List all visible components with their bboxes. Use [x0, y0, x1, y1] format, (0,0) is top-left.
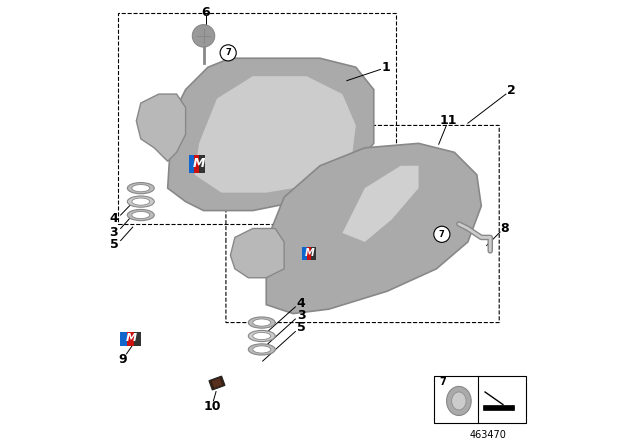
Text: M: M: [193, 157, 205, 170]
Text: 4: 4: [109, 212, 118, 225]
Circle shape: [434, 226, 450, 242]
Text: M: M: [305, 248, 315, 258]
FancyBboxPatch shape: [302, 247, 307, 260]
FancyBboxPatch shape: [311, 247, 316, 260]
Text: 5: 5: [109, 237, 118, 251]
Text: 7: 7: [440, 377, 447, 387]
Ellipse shape: [452, 392, 466, 410]
FancyBboxPatch shape: [435, 376, 526, 423]
Text: 7: 7: [225, 48, 231, 57]
FancyBboxPatch shape: [194, 155, 200, 173]
Ellipse shape: [253, 319, 271, 326]
Polygon shape: [195, 76, 356, 193]
Polygon shape: [212, 380, 217, 388]
FancyBboxPatch shape: [483, 405, 514, 410]
Polygon shape: [266, 143, 481, 314]
Ellipse shape: [127, 182, 154, 194]
FancyBboxPatch shape: [120, 332, 127, 346]
FancyBboxPatch shape: [200, 155, 205, 173]
Circle shape: [193, 25, 215, 47]
Ellipse shape: [447, 386, 471, 416]
Text: 9: 9: [118, 353, 127, 366]
FancyBboxPatch shape: [189, 155, 194, 173]
Text: 1: 1: [382, 60, 390, 74]
Text: 3: 3: [109, 225, 118, 239]
Ellipse shape: [248, 344, 275, 355]
Ellipse shape: [127, 196, 154, 207]
Circle shape: [220, 45, 236, 61]
Text: 7: 7: [439, 230, 445, 239]
Text: 2: 2: [508, 84, 516, 97]
Polygon shape: [136, 94, 186, 161]
Ellipse shape: [132, 198, 150, 205]
Ellipse shape: [132, 211, 150, 219]
FancyBboxPatch shape: [134, 332, 141, 346]
Ellipse shape: [127, 210, 154, 221]
Polygon shape: [168, 58, 374, 211]
Polygon shape: [214, 379, 220, 387]
Text: 8: 8: [500, 222, 509, 235]
Ellipse shape: [253, 332, 271, 340]
Polygon shape: [217, 378, 222, 386]
Text: 3: 3: [297, 309, 305, 323]
Ellipse shape: [132, 185, 150, 192]
FancyBboxPatch shape: [307, 247, 311, 260]
Ellipse shape: [253, 346, 271, 353]
Ellipse shape: [248, 331, 275, 341]
Ellipse shape: [248, 317, 275, 328]
Text: 11: 11: [440, 114, 457, 128]
Text: 6: 6: [202, 6, 210, 19]
Polygon shape: [209, 376, 225, 390]
Text: 4: 4: [297, 297, 305, 310]
Polygon shape: [230, 228, 284, 278]
Text: 463470: 463470: [470, 430, 506, 439]
Polygon shape: [342, 166, 419, 242]
Text: M: M: [126, 333, 137, 343]
Text: 10: 10: [204, 400, 221, 413]
Text: 5: 5: [297, 321, 305, 335]
FancyBboxPatch shape: [127, 332, 134, 346]
